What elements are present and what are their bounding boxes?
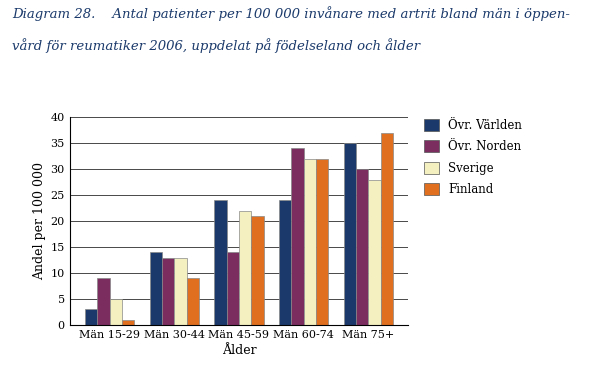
- Bar: [356, 169, 368, 325]
- Bar: [304, 159, 316, 325]
- Bar: [251, 216, 264, 325]
- Text: vård för reumatiker 2006, uppdelat på födelseland och ålder: vård för reumatiker 2006, uppdelat på fö…: [12, 38, 420, 53]
- Bar: [85, 310, 97, 325]
- Bar: [174, 257, 186, 325]
- Bar: [279, 200, 292, 325]
- Legend: Övr. Världen, Övr. Norden, Sverige, Finland: Övr. Världen, Övr. Norden, Sverige, Finl…: [425, 119, 522, 196]
- Bar: [122, 320, 134, 325]
- Bar: [368, 180, 381, 325]
- Bar: [97, 278, 110, 325]
- Text: Diagram 28.    Antal patienter per 100 000 invånare med artrit bland män i öppen: Diagram 28. Antal patienter per 100 000 …: [12, 6, 570, 20]
- Bar: [239, 211, 251, 325]
- Bar: [110, 299, 122, 325]
- X-axis label: Ålder: Ålder: [221, 344, 257, 357]
- Bar: [344, 143, 356, 325]
- Bar: [149, 253, 162, 325]
- Bar: [162, 257, 174, 325]
- Bar: [316, 159, 329, 325]
- Bar: [381, 133, 393, 325]
- Bar: [186, 278, 199, 325]
- Bar: [227, 253, 239, 325]
- Bar: [214, 200, 227, 325]
- Bar: [292, 148, 304, 325]
- Y-axis label: Andel per 100 000: Andel per 100 000: [33, 162, 47, 280]
